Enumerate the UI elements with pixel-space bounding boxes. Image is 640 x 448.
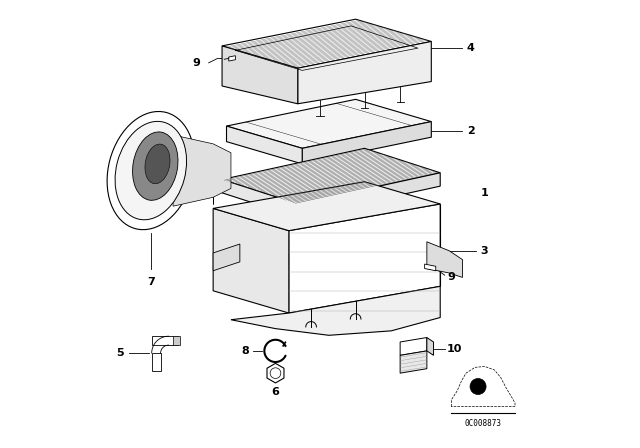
Text: 0C008873: 0C008873 bbox=[465, 419, 502, 428]
Polygon shape bbox=[228, 56, 236, 61]
Polygon shape bbox=[298, 42, 431, 104]
Text: 2: 2 bbox=[467, 125, 475, 135]
Polygon shape bbox=[267, 363, 284, 383]
Polygon shape bbox=[227, 126, 302, 164]
Polygon shape bbox=[451, 366, 515, 406]
Polygon shape bbox=[222, 46, 298, 104]
Text: 9: 9 bbox=[192, 58, 200, 68]
Text: 6: 6 bbox=[271, 387, 280, 396]
Polygon shape bbox=[302, 121, 431, 164]
Polygon shape bbox=[173, 336, 180, 345]
Ellipse shape bbox=[145, 144, 170, 184]
Polygon shape bbox=[213, 244, 240, 271]
Text: 1: 1 bbox=[480, 188, 488, 198]
Text: 7: 7 bbox=[147, 277, 155, 288]
Polygon shape bbox=[231, 286, 440, 335]
Polygon shape bbox=[424, 264, 436, 271]
Text: 9: 9 bbox=[447, 271, 455, 281]
Polygon shape bbox=[427, 242, 463, 277]
Polygon shape bbox=[298, 173, 440, 217]
Text: 8: 8 bbox=[241, 346, 249, 356]
Ellipse shape bbox=[107, 112, 195, 230]
Ellipse shape bbox=[132, 132, 178, 200]
Polygon shape bbox=[152, 336, 177, 345]
Polygon shape bbox=[213, 182, 440, 231]
Polygon shape bbox=[289, 204, 440, 313]
Polygon shape bbox=[213, 208, 289, 313]
Ellipse shape bbox=[115, 121, 187, 220]
Polygon shape bbox=[400, 337, 427, 355]
Polygon shape bbox=[227, 99, 431, 148]
Polygon shape bbox=[152, 353, 161, 371]
Polygon shape bbox=[427, 337, 433, 355]
Polygon shape bbox=[400, 351, 427, 373]
Text: 5: 5 bbox=[116, 348, 124, 358]
Text: 3: 3 bbox=[480, 246, 488, 256]
Polygon shape bbox=[173, 135, 231, 206]
Text: 10: 10 bbox=[447, 344, 462, 353]
Text: 4: 4 bbox=[467, 43, 475, 53]
Polygon shape bbox=[222, 19, 431, 68]
Polygon shape bbox=[222, 148, 440, 204]
Circle shape bbox=[470, 379, 486, 395]
Polygon shape bbox=[222, 180, 298, 217]
